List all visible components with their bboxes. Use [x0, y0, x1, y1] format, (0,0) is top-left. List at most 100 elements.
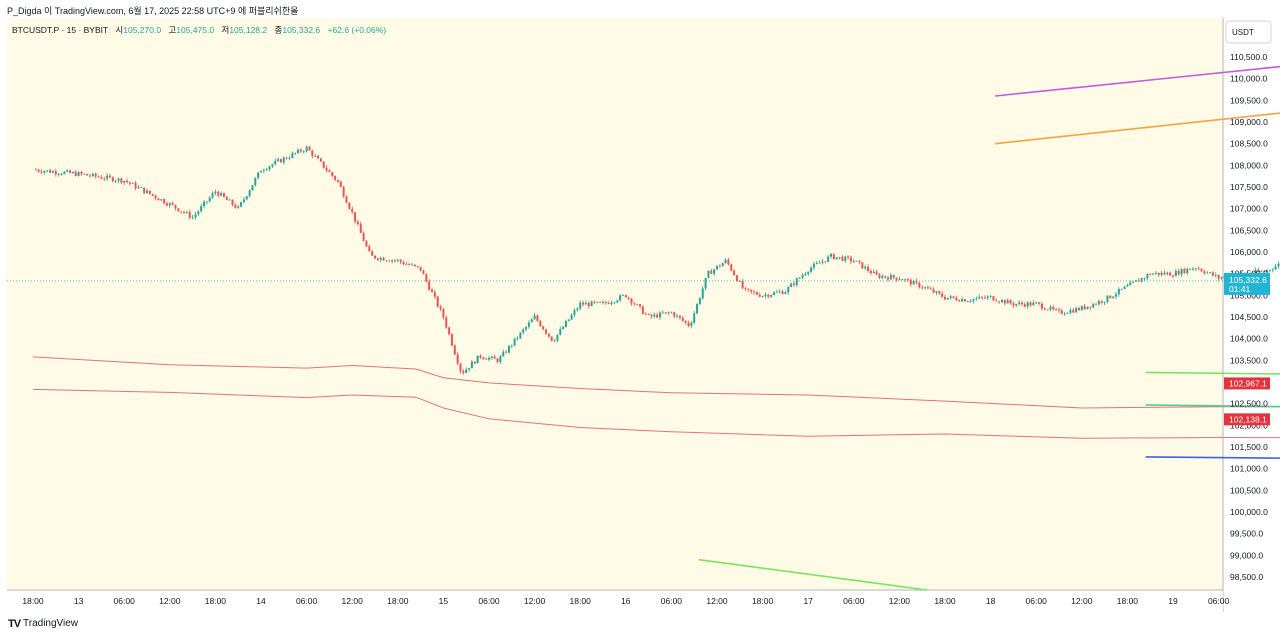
candle-body — [359, 223, 362, 233]
candle-body — [260, 171, 262, 173]
candle-body — [302, 151, 305, 153]
candle-body — [775, 291, 778, 293]
candle-body — [798, 277, 801, 279]
candle-body — [906, 279, 909, 281]
candle-body — [1095, 303, 1098, 305]
candle-body — [525, 326, 528, 330]
candle-body — [1080, 306, 1083, 311]
candle-body — [975, 298, 978, 300]
candle-body — [812, 263, 815, 268]
candle-body — [151, 193, 154, 196]
candle-body — [901, 279, 904, 281]
candle-body — [433, 292, 436, 297]
candle-body — [599, 301, 602, 303]
candle-body — [291, 153, 294, 158]
symbol-name[interactable]: BTCUSDT.P · 15 · BYBIT — [12, 25, 109, 35]
time-axis-background[interactable] — [7, 591, 1223, 612]
candle-body — [690, 322, 693, 326]
candle-body — [160, 199, 163, 201]
candle-body — [328, 170, 331, 173]
candle-body — [277, 159, 280, 161]
candle-body — [587, 302, 590, 307]
candle-body — [163, 199, 166, 204]
candle-body — [619, 295, 622, 301]
trendline — [995, 65, 1280, 97]
y-tick-label: 107,500.0 — [1230, 182, 1268, 192]
x-tick-label: 18 — [986, 596, 996, 606]
candle-body — [74, 172, 77, 176]
candle-body — [641, 306, 644, 314]
candle-body — [1115, 294, 1117, 297]
candle-body — [265, 169, 268, 171]
candle-body — [932, 289, 935, 293]
candle-body — [40, 171, 43, 173]
candle-body — [830, 253, 832, 257]
candle-body — [185, 211, 188, 213]
candle-body — [97, 176, 100, 178]
candle-body — [647, 313, 650, 315]
level-tag-box — [1224, 413, 1270, 426]
candle-body — [1046, 309, 1049, 311]
candle-body — [545, 329, 547, 334]
candle-body — [661, 312, 664, 314]
candle-body — [898, 279, 901, 281]
brand-name[interactable]: TradingView — [23, 618, 79, 629]
candle-body — [214, 191, 217, 194]
candle-body — [735, 275, 738, 282]
candle-body — [399, 259, 402, 262]
candle-body — [91, 173, 94, 177]
plot-background — [7, 18, 1223, 590]
candle-body — [542, 326, 545, 330]
candle-body — [1055, 309, 1058, 311]
candle-body — [1120, 288, 1123, 290]
candle-body — [547, 333, 550, 337]
candle-body — [1049, 306, 1052, 310]
candle-body — [336, 179, 339, 182]
candle-body — [704, 277, 707, 289]
candle-body — [667, 312, 670, 314]
y-tick-label: 109,000.0 — [1230, 117, 1268, 127]
candle-body — [941, 293, 944, 297]
candle-body — [271, 164, 274, 167]
candle-body — [242, 199, 245, 203]
candle-body — [821, 261, 824, 263]
trendline — [995, 112, 1280, 145]
candle-body — [1163, 272, 1166, 275]
candle-body — [428, 281, 431, 290]
candle-body — [761, 296, 764, 297]
candle-body — [171, 203, 174, 205]
candle-body — [852, 261, 855, 262]
candle-body — [1001, 299, 1003, 302]
candle-body — [530, 319, 533, 323]
candle-body — [1146, 274, 1149, 279]
candle-body — [317, 155, 319, 159]
candle-body — [958, 300, 961, 302]
candle-body — [1112, 296, 1115, 299]
y-tick-label: 101,500.0 — [1230, 442, 1268, 452]
candle-body — [807, 271, 810, 274]
candle-body — [738, 281, 741, 282]
candle-body — [636, 304, 639, 306]
candle-body — [1271, 269, 1274, 271]
y-tick-label: 98,500.0 — [1230, 572, 1263, 582]
y-tick-label: 104,500.0 — [1230, 312, 1268, 322]
candle-body — [872, 271, 875, 274]
candle-body — [1268, 269, 1271, 271]
tradingview-logo-icon[interactable]: TV — [8, 618, 21, 630]
candle-body — [610, 302, 613, 304]
price-axis-background[interactable] — [1224, 18, 1280, 612]
candle-body — [1058, 309, 1060, 311]
candle-body — [1026, 302, 1029, 307]
x-tick-label: 12:00 — [524, 596, 546, 606]
candle-body — [795, 278, 798, 285]
x-tick-label: 06:00 — [1208, 596, 1230, 606]
candlesticks — [34, 145, 1280, 375]
candle-body — [909, 279, 912, 285]
candle-body — [1043, 308, 1046, 310]
candle-body — [730, 264, 733, 271]
candle-body — [485, 358, 488, 360]
candle-body — [331, 172, 334, 177]
currency-button[interactable]: USDT — [1225, 20, 1272, 44]
candle-body — [633, 303, 636, 305]
